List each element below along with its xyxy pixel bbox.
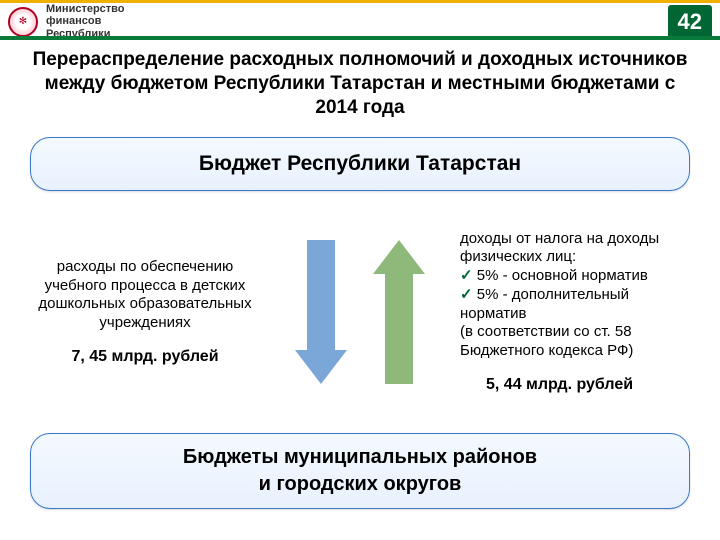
header-bar: ✻ Министерство финансов Республики 42: [0, 0, 720, 40]
right-item: ✓ 5% - основной норматив: [460, 267, 690, 286]
header-underline: [0, 36, 720, 40]
ministry-name: Министерство финансов Республики: [46, 3, 125, 41]
left-amount: 7, 45 млрд. рублей: [30, 347, 260, 367]
check-icon: ✓: [460, 267, 473, 284]
arrows-group: [275, 240, 445, 384]
ministry-line: Министерство: [46, 3, 125, 16]
page-number-badge: 42: [668, 5, 712, 39]
right-item: ✓ 5% - дополнительный норматив: [460, 286, 690, 324]
left-text: расходы по обеспечению учебного процесса…: [30, 258, 260, 333]
left-column: расходы по обеспечению учебного процесса…: [30, 258, 260, 367]
bottom-pill-line: Бюджеты муниципальных районов: [51, 444, 669, 471]
arrow-down: [295, 240, 347, 384]
arrow-up: [373, 240, 425, 384]
bottom-pill-line: и городских округов: [51, 471, 669, 498]
top-budget-pill: Бюджет Республики Татарстан: [30, 137, 690, 191]
right-note: (в соответствии со ст. 58: [460, 323, 690, 342]
right-note: Бюджетного кодекса РФ): [460, 342, 690, 361]
slide-title: Перераспределение расходных полномочий и…: [0, 40, 720, 131]
right-amount: 5, 44 млрд. рублей: [460, 375, 690, 395]
arrow-down-head: [295, 350, 347, 384]
diagram-middle: расходы по обеспечению учебного процесса…: [0, 197, 720, 427]
arrow-down-shaft: [307, 240, 335, 350]
check-icon: ✓: [460, 286, 473, 303]
emblem-icon: ✻: [8, 7, 38, 37]
bottom-budget-pill: Бюджеты муниципальных районов и городски…: [30, 433, 690, 509]
arrow-up-head: [373, 240, 425, 274]
ministry-line: финансов: [46, 15, 125, 28]
arrow-up-shaft: [385, 274, 413, 384]
right-column: доходы от налога на доходы физических ли…: [460, 230, 690, 395]
right-intro: доходы от налога на доходы физических ли…: [460, 230, 690, 268]
